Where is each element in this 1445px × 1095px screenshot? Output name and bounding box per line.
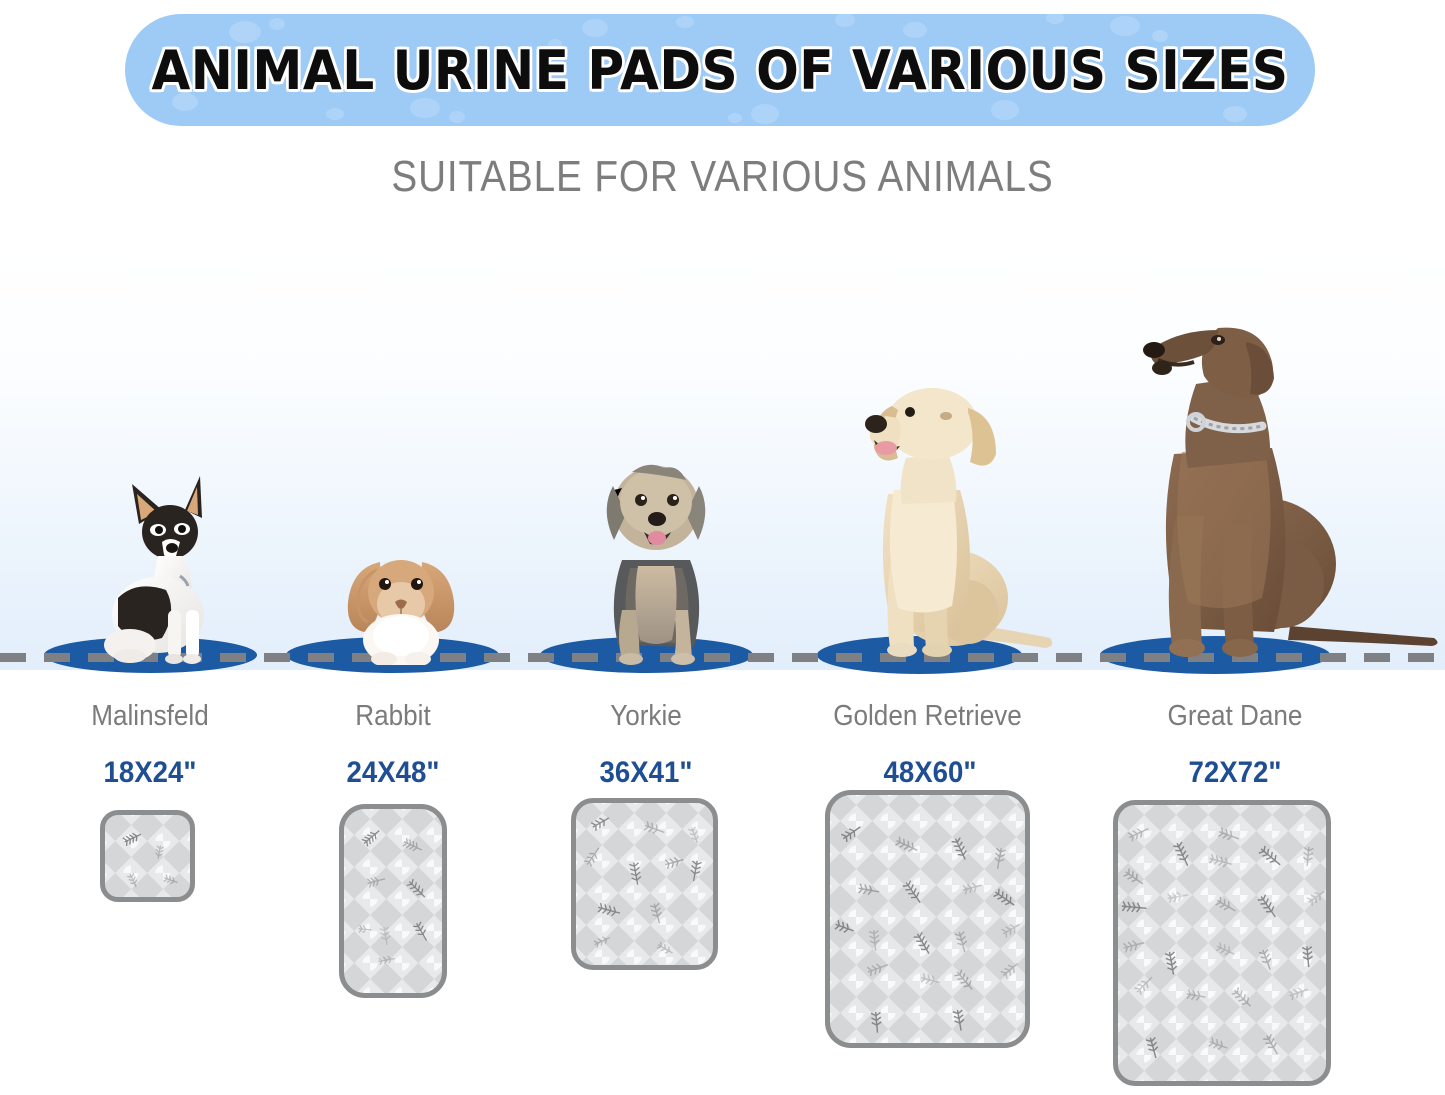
leaf-sprig-pattern	[358, 830, 428, 966]
animal-name-5: Great Dane	[1167, 700, 1303, 732]
animal-name-1: Malinsfeld	[91, 700, 209, 732]
pad-24x48[interactable]	[339, 804, 447, 998]
quilt-texture	[576, 803, 713, 965]
pad-72x72[interactable]	[1113, 800, 1331, 1086]
animal-golden-retriever	[865, 388, 1053, 657]
pad-size-1: 18X24"	[103, 756, 197, 789]
pad-size-5: 72X72"	[1188, 756, 1282, 789]
leaf-sprig-pattern	[583, 817, 702, 954]
pad-size-4: 48X60"	[883, 756, 977, 789]
pad-48x60[interactable]	[825, 790, 1030, 1048]
animal-name-4: Golden Retrieve	[833, 700, 1022, 732]
animal-great-dane	[1143, 327, 1438, 657]
animal-rabbit	[347, 560, 455, 665]
animal-name-2: Rabbit	[355, 700, 431, 732]
quilt-texture	[1118, 805, 1326, 1081]
leaf-sprig-pattern	[834, 826, 1020, 1033]
paw-print-pattern	[172, 14, 1247, 124]
pad-size-2: 24X48"	[346, 756, 440, 789]
baseline-dashed-line	[0, 653, 1445, 662]
pad-18x24[interactable]	[100, 810, 195, 902]
quilt-texture	[344, 809, 442, 993]
pad-36x41[interactable]	[571, 798, 718, 970]
page-title: ANIMAL URINE PADS OF VARIOUS SIZES	[151, 38, 1289, 102]
animal-name-3: Yorkie	[610, 700, 682, 732]
quilt-texture	[105, 815, 190, 897]
leaf-sprig-pattern	[1121, 827, 1325, 1059]
animal-yorkie	[606, 464, 706, 665]
leaf-sprig-pattern	[122, 832, 178, 888]
animal-chihuahua	[104, 476, 204, 664]
quilt-texture	[830, 795, 1025, 1043]
title-banner: ANIMAL URINE PADS OF VARIOUS SIZES	[125, 14, 1315, 126]
page-subtitle: SUITABLE FOR VARIOUS ANIMALS	[391, 152, 1054, 201]
pad-size-3: 36X41"	[599, 756, 693, 789]
